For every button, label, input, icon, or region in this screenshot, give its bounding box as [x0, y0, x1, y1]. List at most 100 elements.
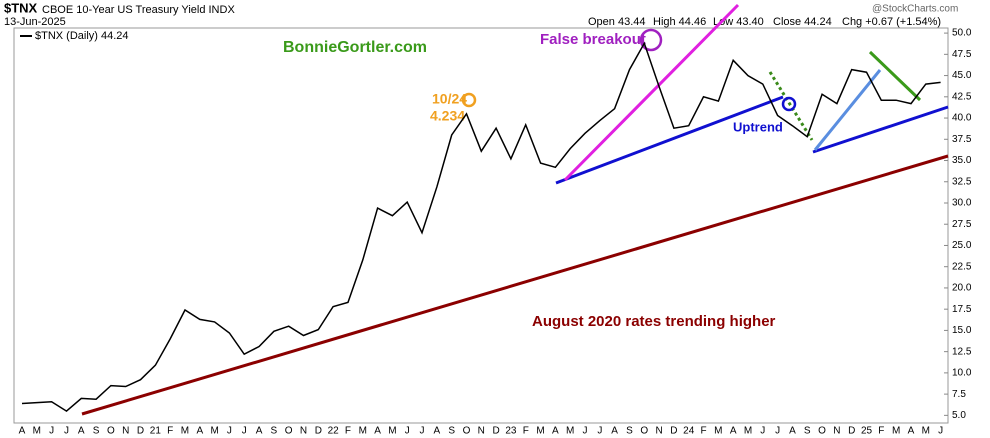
- x-tick-label: M: [714, 426, 722, 437]
- x-tick-label: O: [107, 426, 115, 437]
- x-tick-label: 23: [505, 426, 517, 437]
- y-tick-label: 45.0: [952, 70, 972, 81]
- x-tick-label: J: [242, 426, 247, 437]
- annotation: BonnieGortler.com: [283, 39, 427, 56]
- trend-line: [812, 105, 949, 154]
- x-tick-label: D: [492, 426, 499, 437]
- plot-frame: [13, 27, 949, 424]
- y-tick-label: 17.5: [952, 304, 972, 315]
- x-tick-label: A: [374, 426, 381, 437]
- legend-label: $TNX (Daily) 44.24: [35, 30, 129, 42]
- x-tick-label: J: [760, 426, 765, 437]
- y-tick-label: 20.0: [952, 283, 972, 294]
- date: 13-Jun-2025: [4, 16, 66, 28]
- marker-circle: [461, 92, 477, 108]
- x-tick-label: F: [878, 426, 884, 437]
- y-tick-label: 7.5: [952, 389, 966, 400]
- x-tick-label: J: [405, 426, 410, 437]
- x-tick-label: J: [420, 426, 425, 437]
- y-tick-label: 37.5: [952, 134, 972, 145]
- trend-line: [81, 154, 949, 416]
- annotation: Uptrend: [733, 119, 783, 134]
- x-tick-label: M: [892, 426, 900, 437]
- y-tick-label: 32.5: [952, 176, 972, 187]
- x-tick-label: M: [359, 426, 367, 437]
- y-tick-label: 27.5: [952, 219, 972, 230]
- x-tick-label: D: [137, 426, 144, 437]
- x-tick-label: N: [122, 426, 129, 437]
- y-tick-label: 15.0: [952, 325, 972, 336]
- x-tick-label: M: [210, 426, 218, 437]
- x-tick-label: A: [789, 426, 796, 437]
- marker-circle: [639, 28, 663, 52]
- y-tick-label: 5.0: [952, 410, 966, 421]
- x-tick-label: O: [818, 426, 826, 437]
- x-tick-label: F: [345, 426, 351, 437]
- x-tick-label: O: [640, 426, 648, 437]
- x-tick-label: M: [744, 426, 752, 437]
- marker-circle: [781, 96, 797, 112]
- x-tick-label: 25: [861, 426, 873, 437]
- x-tick-label: S: [93, 426, 100, 437]
- y-tick-label: 42.5: [952, 91, 972, 102]
- y-tick-label: 40.0: [952, 113, 972, 124]
- chart-title: CBOE 10-Year US Treasury Yield INDX: [42, 4, 235, 16]
- y-tick-label: 25.0: [952, 240, 972, 251]
- x-tick-label: M: [922, 426, 930, 437]
- y-tick-label: 10.0: [952, 368, 972, 379]
- x-tick-label: 21: [150, 426, 162, 437]
- source: @StockCharts.com: [872, 4, 958, 15]
- x-tick-label: F: [167, 426, 173, 437]
- x-tick-label: 24: [683, 426, 695, 437]
- x-tick-label: F: [523, 426, 529, 437]
- x-tick-label: A: [908, 426, 915, 437]
- x-tick-label: J: [597, 426, 602, 437]
- trend-line: [868, 50, 922, 102]
- annotation: False breakout: [540, 31, 646, 48]
- x-tick-label: N: [478, 426, 485, 437]
- trend-line: [555, 95, 784, 185]
- x-tick-label: A: [730, 426, 737, 437]
- x-tick-label: M: [566, 426, 574, 437]
- x-tick-label: S: [626, 426, 633, 437]
- quote: High 44.46: [653, 16, 706, 28]
- annotation: 10/24: [432, 91, 467, 107]
- quote: Open 43.44: [588, 16, 646, 28]
- annotation: 4.234: [430, 108, 465, 124]
- annotation: August 2020 rates trending higher: [532, 313, 776, 330]
- x-tick-label: D: [670, 426, 677, 437]
- x-tick-label: A: [78, 426, 85, 437]
- trend-line: [768, 71, 814, 141]
- y-tick-label: 47.5: [952, 49, 972, 60]
- x-tick-label: D: [315, 426, 322, 437]
- x-tick-label: D: [848, 426, 855, 437]
- x-tick-label: O: [285, 426, 293, 437]
- x-tick-label: A: [19, 426, 26, 437]
- quote: Chg +0.67 (+1.54%): [842, 16, 941, 28]
- price-line: [21, 41, 941, 413]
- trend-line: [813, 69, 882, 151]
- x-tick-label: A: [611, 426, 618, 437]
- symbol: $TNX: [4, 0, 38, 15]
- x-tick-label: A: [196, 426, 203, 437]
- y-tick-label: 50.0: [952, 28, 972, 39]
- y-tick-label: 30.0: [952, 198, 972, 209]
- x-tick-label: S: [804, 426, 811, 437]
- x-tick-label: J: [938, 426, 943, 437]
- x-tick-label: N: [300, 426, 307, 437]
- y-tick-label: 35.0: [952, 155, 972, 166]
- quote: Close 44.24: [773, 16, 832, 28]
- x-tick-label: J: [64, 426, 69, 437]
- x-tick-label: A: [434, 426, 441, 437]
- y-tick-label: 12.5: [952, 346, 972, 357]
- x-tick-label: M: [33, 426, 41, 437]
- x-tick-label: A: [256, 426, 263, 437]
- x-tick-label: O: [463, 426, 471, 437]
- x-tick-label: J: [775, 426, 780, 437]
- x-tick-label: M: [388, 426, 396, 437]
- x-tick-label: N: [833, 426, 840, 437]
- x-tick-label: J: [227, 426, 232, 437]
- x-tick-label: J: [49, 426, 54, 437]
- trend-line: [563, 3, 740, 182]
